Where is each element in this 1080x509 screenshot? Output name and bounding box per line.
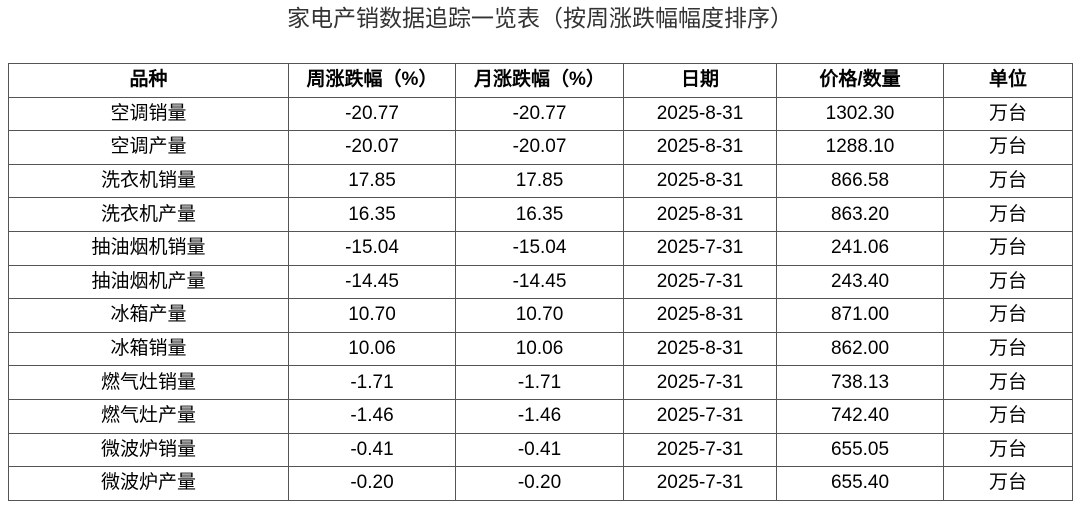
table-cell: 10.70 [288,298,456,333]
table-cell: 万台 [943,365,1073,400]
table-row: 抽油烟机产量 -14.45 -14.45 2025-7-31 243.40 万台 [8,264,1073,300]
table-cell: 2025-8-31 [623,298,777,333]
table-cell: -1.46 [288,398,456,434]
table-cell: -1.71 [455,365,624,400]
table-cell: -20.77 [455,96,624,132]
table-row: 洗衣机销量 17.85 17.85 2025-8-31 866.58 万台 [8,163,1073,199]
table-cell: -14.45 [455,264,624,300]
table-row: 抽油烟机销量 -15.04 -15.04 2025-7-31 241.06 万台 [8,230,1073,266]
table-cell: 738.13 [776,365,944,400]
column-header: 单位 [943,63,1073,98]
table-cell: 万台 [943,398,1073,434]
column-header: 日期 [623,63,777,98]
table-cell: -1.71 [288,365,456,400]
table-cell: 万台 [943,466,1073,501]
table-row: 燃气灶产量 -1.46 -1.46 2025-7-31 742.40 万台 [8,398,1073,434]
title: 家电产销数据追踪一览表（按周涨跌幅幅度排序） [287,5,793,31]
table-cell: 17.85 [455,163,624,199]
table-cell: 万台 [943,197,1073,232]
table-cell: 2025-8-31 [623,96,777,132]
table-row: 空调销量 -20.77 -20.77 2025-8-31 1302.30 万台 [8,96,1073,132]
table-cell: -1.46 [455,398,624,434]
table-cell: 10.70 [455,298,624,333]
table-cell: 2025-8-31 [623,197,777,232]
table-cell: 2025-7-31 [623,264,777,300]
table-cell: 2025-8-31 [623,331,777,367]
table-cell: 燃气灶产量 [8,398,289,434]
table-cell: 万台 [943,163,1073,199]
table-cell: 655.40 [776,466,944,501]
data-table: 品种 周涨跌幅（%） 月涨跌幅（%） 日期 价格/数量 单位 空调销量 -20.77 -20.… [8,63,1073,501]
table-cell: 10.06 [288,331,456,367]
table-cell: 微波炉销量 [8,432,289,468]
column-header: 价格/数量 [776,63,944,98]
table-cell: -20.77 [288,96,456,132]
table-cell: 2025-7-31 [623,466,777,501]
table-row: 微波炉产量 -0.20 -0.20 2025-7-31 655.40 万台 [8,466,1073,501]
table-cell: 1288.10 [776,130,944,165]
table-cell: 2025-8-31 [623,130,777,165]
table-cell: 万台 [943,298,1073,333]
table-cell: 洗衣机销量 [8,163,289,199]
table-cell: 万台 [943,432,1073,468]
table-cell: 1302.30 [776,96,944,132]
table-cell: 862.00 [776,331,944,367]
table-row: 微波炉销量 -0.41 -0.41 2025-7-31 655.05 万台 [8,432,1073,468]
table-cell: 871.00 [776,298,944,333]
table-cell: 万台 [943,230,1073,266]
table-row: 冰箱产量 10.70 10.70 2025-8-31 871.00 万台 [8,298,1073,333]
table-cell: 万台 [943,96,1073,132]
table-cell: 866.58 [776,163,944,199]
table-row: 空调产量 -20.07 -20.07 2025-8-31 1288.10 万台 [8,130,1073,165]
table-cell: -0.20 [288,466,456,501]
table-cell: 2025-7-31 [623,398,777,434]
table-cell: 抽油烟机销量 [8,230,289,266]
table-row: 燃气灶销量 -1.71 -1.71 2025-7-31 738.13 万台 [8,365,1073,400]
header-row: 品种 周涨跌幅（%） 月涨跌幅（%） 日期 价格/数量 单位 [8,63,1073,98]
table-cell: 万台 [943,331,1073,367]
table-cell: 863.20 [776,197,944,232]
table-cell: 241.06 [776,230,944,266]
table-cell: -20.07 [455,130,624,165]
table-row: 冰箱销量 10.06 10.06 2025-8-31 862.00 万台 [8,331,1073,367]
table-cell: -20.07 [288,130,456,165]
table-cell: 微波炉产量 [8,466,289,501]
table-cell: 冰箱产量 [8,298,289,333]
table-cell: -0.41 [455,432,624,468]
table-cell: 10.06 [455,331,624,367]
table-cell: -14.45 [288,264,456,300]
table-cell: 2025-7-31 [623,432,777,468]
table-cell: 655.05 [776,432,944,468]
table-cell: -0.41 [288,432,456,468]
table-cell: 洗衣机产量 [8,197,289,232]
column-header: 月涨跌幅（%） [455,63,624,98]
table-cell: 燃气灶销量 [8,365,289,400]
table-cell: -0.20 [455,466,624,501]
table-body: 空调销量 -20.77 -20.77 2025-8-31 1302.30 万台 空调产量 -2… [8,96,1073,501]
table-cell: 万台 [943,264,1073,300]
column-header: 周涨跌幅（%） [288,63,456,98]
table-cell: 16.35 [455,197,624,232]
table-cell: 16.35 [288,197,456,232]
table-cell: -15.04 [455,230,624,266]
table-cell: 742.40 [776,398,944,434]
table-cell: -15.04 [288,230,456,266]
table-cell: 冰箱销量 [8,331,289,367]
table-cell: 2025-7-31 [623,365,777,400]
table-cell: 抽油烟机产量 [8,264,289,300]
table-cell: 2025-7-31 [623,230,777,266]
table-row: 洗衣机产量 16.35 16.35 2025-8-31 863.20 万台 [8,197,1073,232]
table-cell: 空调产量 [8,130,289,165]
table-cell: 空调销量 [8,96,289,132]
table-cell: 17.85 [288,163,456,199]
table-cell: 万台 [943,130,1073,165]
column-header: 品种 [8,63,289,98]
table-cell: 2025-8-31 [623,163,777,199]
table-cell: 243.40 [776,264,944,300]
